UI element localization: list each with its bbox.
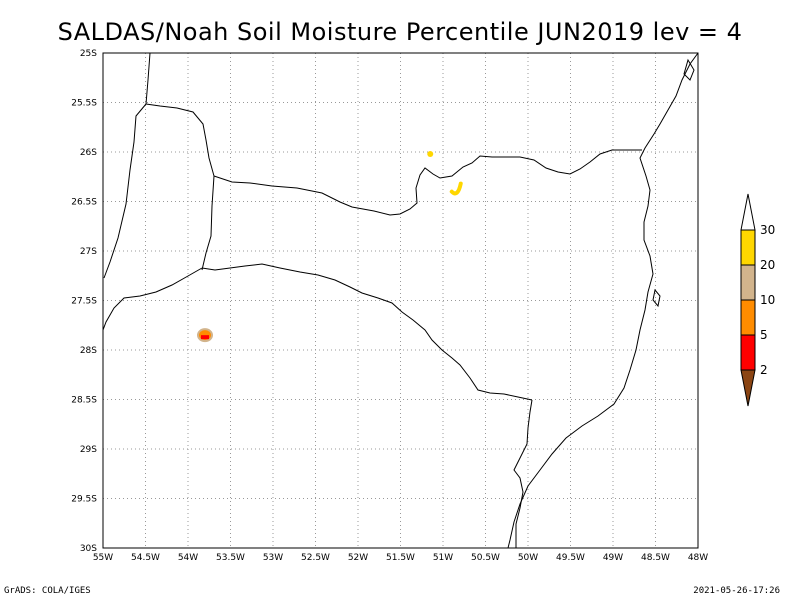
colorbar-label: 5 xyxy=(760,328,768,342)
chart-title: SALDAS/Noah Soil Moisture Percentile JUN… xyxy=(57,18,743,46)
colorbar-label: 20 xyxy=(760,258,775,272)
y-tick-labels: 25S 25.5S 26S 26.5S 27S 27.5S 28S 28.5S 29S 29.5S… xyxy=(71,49,97,554)
coastline xyxy=(507,52,699,549)
footer-credit: GrADS: COLA/IGES xyxy=(4,586,91,596)
y-tick-label: 28.5S xyxy=(71,396,97,406)
colorbar-label: 2 xyxy=(760,363,768,377)
x-tick-label: 50W xyxy=(518,553,538,563)
anomaly-markers xyxy=(197,150,463,343)
colorbar-segment xyxy=(740,229,756,266)
x-tick-labels: 55W 54.5W 54W 53.5W 53W 52.5W 52W 51.5W 51W 50.5W… xyxy=(93,553,708,563)
colorbar-segment xyxy=(740,334,756,371)
y-tick-label: 25.5S xyxy=(71,99,97,109)
colorbar-top-arrow xyxy=(740,193,756,231)
colorbar: 30 20 10 5 2 xyxy=(740,193,775,407)
colorbar-label: 30 xyxy=(760,223,775,237)
x-tick-label: 48.5W xyxy=(641,553,670,563)
y-tick-label: 27.5S xyxy=(71,297,97,307)
border-rs xyxy=(513,399,533,548)
map-frame xyxy=(102,52,699,549)
boundaries xyxy=(102,52,699,549)
gridlines xyxy=(103,53,698,548)
island xyxy=(652,288,661,308)
x-tick-label: 52.5W xyxy=(301,553,330,563)
border-west xyxy=(103,52,151,279)
y-tick-label: 25S xyxy=(80,49,97,59)
x-tick-label: 53.5W xyxy=(216,553,245,563)
border-southwest xyxy=(102,267,203,331)
footer-timestamp: 2021-05-26-17:26 xyxy=(693,586,780,596)
colorbar-label: 10 xyxy=(760,293,775,307)
x-tick-label: 55W xyxy=(93,553,113,563)
border-pr-arg xyxy=(145,103,215,271)
y-tick-label: 26.5S xyxy=(71,198,97,208)
x-tick-label: 50.5W xyxy=(471,553,500,563)
border-south xyxy=(201,263,533,401)
x-tick-label: 48W xyxy=(688,553,708,563)
y-tick-label: 29S xyxy=(80,445,97,455)
colorbar-segment xyxy=(740,264,756,301)
anomaly-marker xyxy=(449,181,463,196)
x-tick-label: 54.5W xyxy=(131,553,160,563)
x-tick-label: 53W xyxy=(263,553,283,563)
anomaly-marker xyxy=(427,150,434,157)
y-tick-label: 30S xyxy=(80,544,97,554)
y-tick-label: 28S xyxy=(80,346,97,356)
x-tick-label: 49W xyxy=(603,553,623,563)
y-tick-label: 26S xyxy=(80,148,97,158)
colorbar-segment xyxy=(740,299,756,336)
x-tick-label: 49.5W xyxy=(556,553,585,563)
y-tick-label: 29.5S xyxy=(71,495,97,505)
x-tick-label: 52W xyxy=(348,553,368,563)
island-north xyxy=(683,58,695,81)
x-tick-label: 51.5W xyxy=(386,553,415,563)
y-tick-label: 27S xyxy=(80,247,97,257)
colorbar-bottom-arrow xyxy=(740,369,756,407)
anomaly-marker-center xyxy=(201,335,209,340)
x-tick-label: 54W xyxy=(178,553,198,563)
border-north xyxy=(213,149,642,216)
x-tick-label: 51W xyxy=(433,553,453,563)
